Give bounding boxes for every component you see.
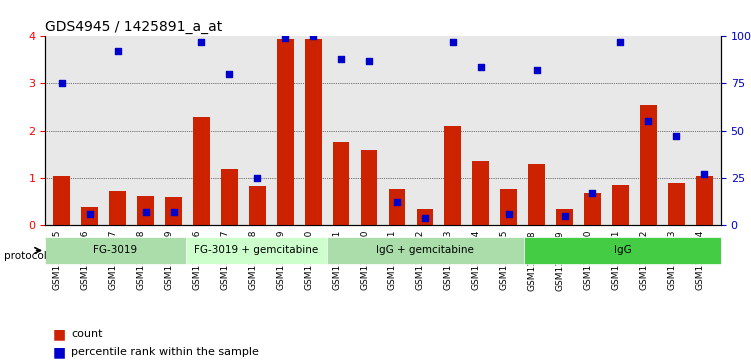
Point — [167, 209, 179, 215]
Point — [84, 211, 96, 217]
Bar — [81, 207, 98, 225]
Text: percentile rank within the sample: percentile rank within the sample — [71, 347, 259, 357]
Bar — [305, 38, 321, 225]
Text: protocol: protocol — [4, 251, 47, 261]
Bar — [388, 189, 406, 225]
Point — [447, 39, 459, 45]
Point — [698, 171, 710, 177]
Point — [335, 56, 347, 62]
Point — [475, 64, 487, 69]
Bar — [193, 118, 210, 225]
Bar — [696, 176, 713, 225]
Point — [502, 211, 514, 217]
Bar — [249, 186, 266, 225]
Bar — [417, 208, 433, 225]
Point — [587, 190, 599, 196]
Bar — [360, 151, 378, 225]
Point — [642, 118, 654, 124]
Point — [559, 213, 571, 219]
Point — [195, 39, 207, 45]
Point — [112, 49, 124, 54]
Point — [391, 200, 403, 205]
Bar — [612, 185, 629, 225]
Bar — [165, 197, 182, 225]
Bar — [53, 176, 70, 225]
Point — [419, 215, 431, 220]
Point — [363, 58, 375, 64]
Text: count: count — [71, 329, 103, 339]
Text: ■: ■ — [53, 327, 65, 341]
Bar — [500, 189, 517, 225]
Point — [670, 134, 682, 139]
Text: IgG + gemcitabine: IgG + gemcitabine — [376, 245, 474, 256]
Point — [140, 209, 152, 215]
FancyBboxPatch shape — [524, 237, 721, 264]
Bar — [221, 170, 238, 225]
Text: GDS4945 / 1425891_a_at: GDS4945 / 1425891_a_at — [45, 20, 222, 34]
Text: ■: ■ — [53, 345, 65, 359]
Point — [531, 68, 543, 73]
Text: IgG: IgG — [614, 245, 632, 256]
Text: FG-3019: FG-3019 — [93, 245, 137, 256]
Point — [614, 39, 626, 45]
Point — [307, 33, 319, 39]
FancyBboxPatch shape — [45, 237, 186, 264]
Bar — [528, 164, 545, 225]
Point — [223, 71, 235, 77]
Point — [279, 35, 291, 41]
Bar — [137, 196, 154, 225]
Bar — [277, 38, 294, 225]
Bar — [445, 126, 461, 225]
FancyBboxPatch shape — [186, 237, 327, 264]
Bar — [556, 208, 573, 225]
Bar — [333, 143, 349, 225]
Bar — [472, 161, 489, 225]
FancyBboxPatch shape — [327, 237, 524, 264]
Point — [252, 175, 264, 181]
Bar — [668, 183, 685, 225]
Point — [56, 81, 68, 86]
Bar — [640, 105, 656, 225]
Bar — [584, 193, 601, 225]
Bar — [110, 191, 126, 225]
Text: FG-3019 + gemcitabine: FG-3019 + gemcitabine — [195, 245, 318, 256]
